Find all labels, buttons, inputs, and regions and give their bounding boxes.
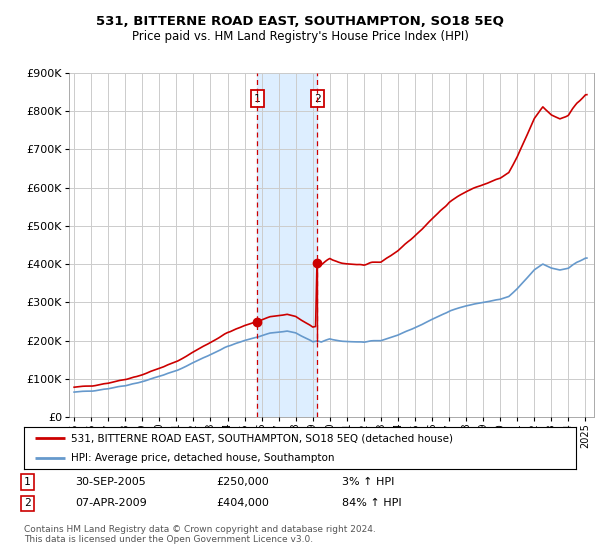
Text: 1: 1 (24, 477, 31, 487)
Text: 2: 2 (24, 498, 31, 508)
Text: 531, BITTERNE ROAD EAST, SOUTHAMPTON, SO18 5EQ (detached house): 531, BITTERNE ROAD EAST, SOUTHAMPTON, SO… (71, 433, 453, 444)
Text: 531, BITTERNE ROAD EAST, SOUTHAMPTON, SO18 5EQ: 531, BITTERNE ROAD EAST, SOUTHAMPTON, SO… (96, 15, 504, 27)
Text: Contains HM Land Registry data © Crown copyright and database right 2024.
This d: Contains HM Land Registry data © Crown c… (24, 525, 376, 544)
Text: HPI: Average price, detached house, Southampton: HPI: Average price, detached house, Sout… (71, 453, 334, 463)
Text: 30-SEP-2005: 30-SEP-2005 (75, 477, 146, 487)
Text: 2: 2 (314, 94, 321, 104)
Text: £404,000: £404,000 (216, 498, 269, 508)
Text: 1: 1 (254, 94, 261, 104)
Bar (257, 73, 317, 417)
Text: 07-APR-2009: 07-APR-2009 (75, 498, 147, 508)
Text: £250,000: £250,000 (216, 477, 269, 487)
Text: 3% ↑ HPI: 3% ↑ HPI (342, 477, 394, 487)
Text: Price paid vs. HM Land Registry's House Price Index (HPI): Price paid vs. HM Land Registry's House … (131, 30, 469, 43)
Text: 84% ↑ HPI: 84% ↑ HPI (342, 498, 401, 508)
